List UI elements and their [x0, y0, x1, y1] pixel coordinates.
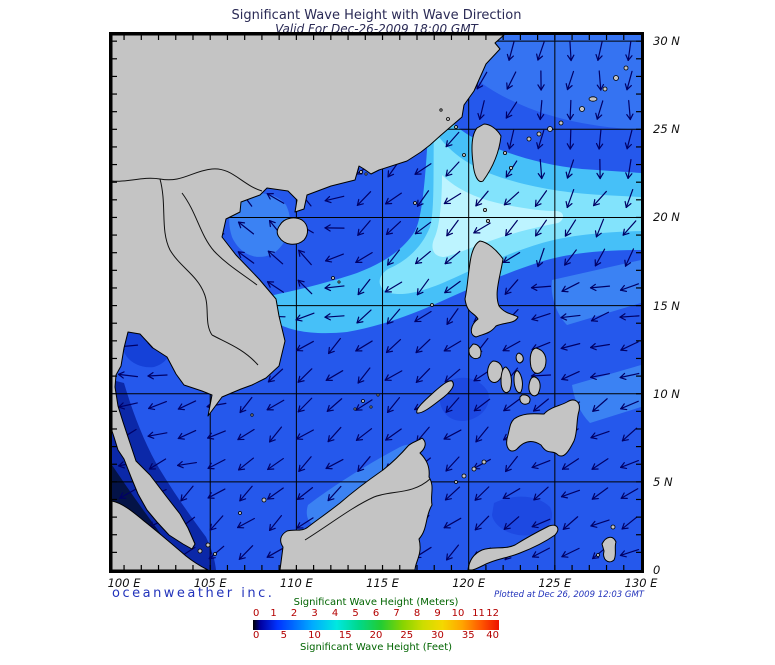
legend-feet-tick: 5: [280, 630, 287, 641]
legend-feet-ticks: 0 5 10 15 20 25 30 35 40: [253, 630, 499, 642]
land-sumatra: [112, 500, 209, 570]
map-title: Significant Wave Height with Wave Direct…: [231, 8, 522, 23]
legend-feet-tick: 35: [461, 630, 475, 641]
country-borders: [112, 168, 431, 541]
legend-feet-tick: 40: [486, 630, 499, 641]
oceanweather-branding: oceanweather inc.: [112, 586, 275, 601]
land-borneo: [279, 437, 433, 570]
legend-meters-label: Significant Wave Height (Meters): [293, 597, 459, 608]
legend-meters-tick: 6: [372, 608, 380, 619]
land-sulawesi: [467, 524, 559, 570]
land-mindoro: [468, 343, 482, 360]
land-taiwan: [471, 123, 502, 183]
x-axis-tick-label: 125 E: [538, 576, 572, 590]
land-cebu: [513, 370, 523, 394]
land-palawan: [416, 380, 454, 414]
land-negros: [500, 366, 512, 394]
land-hainan: [276, 217, 308, 245]
small-islands: [197, 65, 629, 557]
legend-feet-tick: 15: [338, 630, 352, 641]
legend-feet-tick: 10: [308, 630, 321, 641]
land-masbate: [515, 352, 524, 364]
y-axis-tick-label: 15 N: [653, 298, 680, 313]
land-luzon: [464, 240, 519, 338]
legend-colorbar: [253, 620, 499, 630]
x-axis-tick-label: 105 E: [193, 576, 227, 590]
legend-meters-tick: 9: [434, 608, 441, 619]
x-axis-tick-label: 130 E: [624, 576, 658, 590]
land-masses: [112, 35, 617, 570]
y-axis-tick-label: 5 N: [653, 474, 673, 489]
frame-degree-ticks: [112, 35, 641, 570]
land-samar: [529, 347, 547, 374]
legend-meters-tick: 7: [393, 608, 400, 619]
wave-map: [112, 35, 641, 570]
legend-feet-tick: 0: [253, 630, 260, 641]
legend-meters-tick: 11: [472, 608, 485, 619]
legend-meters-ticks: 0 1 2 3 4 5 6 7 8 9 10 11 12: [253, 608, 499, 620]
land-halmahera: [601, 536, 617, 563]
land-leyte: [528, 376, 541, 397]
y-axis-tick-label: 25 N: [653, 122, 680, 137]
legend-feet-label: Significant Wave Height (Feet): [299, 642, 453, 653]
land-mainland-asia: [112, 35, 505, 550]
land-mindanao: [506, 399, 580, 457]
land-panay: [487, 360, 503, 383]
legend-meters-tick: 1: [270, 608, 277, 619]
x-axis-tick-label: 120 E: [452, 576, 486, 590]
legend-feet-tick: 20: [369, 630, 383, 641]
y-axis-tick-label: 30 N: [653, 34, 680, 49]
legend-feet-tick: 25: [400, 630, 414, 641]
x-axis-tick-label: 115 E: [366, 576, 399, 590]
y-axis-tick-label: 10 N: [653, 386, 680, 401]
y-axis-tick-label: 20 N: [653, 210, 680, 225]
legend-meters-tick: 3: [311, 608, 318, 619]
map-plot-area: [109, 32, 644, 573]
legend-meters-tick: 2: [290, 608, 298, 619]
legend-meters-tick: 4: [331, 608, 339, 619]
land-bohol: [519, 394, 531, 405]
x-axis-tick-label: 110 E: [279, 576, 313, 590]
legend-meters-tick: 10: [451, 608, 465, 619]
legend-meters-tick: 8: [413, 608, 421, 619]
y-axis-tick-label: 0: [653, 563, 661, 577]
plotted-timestamp: Plotted at Dec 26, 2009 12:03 GMT: [494, 590, 644, 600]
legend-meters-tick: 0: [253, 608, 260, 619]
legend-meters-tick: 12: [486, 608, 499, 619]
x-axis-tick-label: 100 E: [107, 576, 141, 590]
legend-meters-tick: 5: [352, 608, 359, 619]
legend-feet-tick: 30: [431, 630, 444, 641]
